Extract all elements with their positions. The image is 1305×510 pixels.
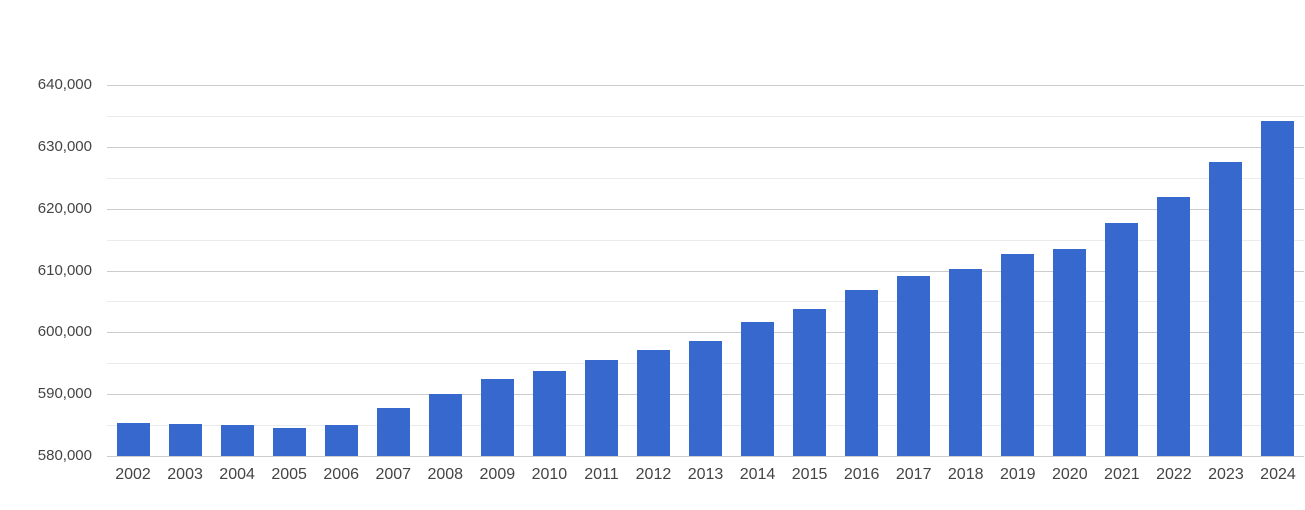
major-gridline: [107, 85, 1304, 86]
bar-2012[interactable]: [636, 350, 670, 456]
x-axis-label-2012: 2012: [635, 466, 672, 483]
x-axis-label-2006: 2006: [323, 466, 359, 483]
x-axis-label-2024: 2024: [1260, 466, 1296, 483]
bar-2006[interactable]: [324, 424, 358, 456]
bar-2024[interactable]: [1261, 121, 1295, 456]
major-gridline: [107, 332, 1304, 333]
x-axis-label-2005: 2005: [271, 466, 307, 483]
x-axis-label-2018: 2018: [947, 466, 984, 483]
y-axis-tick-label: 630,000: [37, 137, 92, 155]
x-axis-label-2014: 2014: [739, 466, 776, 483]
bar-2019[interactable]: [1001, 254, 1035, 456]
bar-2021[interactable]: [1105, 223, 1139, 456]
plot-area: [107, 85, 1304, 457]
x-axis-label-2013: 2013: [687, 466, 724, 483]
bar-2011[interactable]: [584, 359, 618, 456]
y-axis: 580,000 590,000 600,000 610,000 620,000 630,0…: [0, 0, 92, 510]
y-axis-tick-label: 590,000: [37, 385, 92, 403]
x-axis-label-2007: 2007: [375, 466, 412, 483]
y-axis-tick-label: 610,000: [37, 261, 92, 279]
x-axis-label-2009: 2009: [479, 466, 516, 483]
bar-2010[interactable]: [532, 371, 566, 456]
bar-2007[interactable]: [376, 408, 410, 456]
x-axis-label-2002: 2002: [115, 466, 151, 483]
major-gridline: [107, 209, 1304, 210]
y-axis-tick-label: 580,000: [37, 447, 92, 464]
major-gridline: [107, 456, 1304, 457]
x-axis-label-2019: 2019: [999, 466, 1036, 483]
bar-2002[interactable]: [116, 423, 150, 456]
bar-2017[interactable]: [897, 276, 931, 456]
major-gridline: [107, 271, 1304, 272]
bar-2005[interactable]: [272, 427, 306, 456]
x-axis-label-2004: 2004: [219, 466, 255, 483]
x-axis-label-2022: 2022: [1156, 466, 1192, 483]
bar-2013[interactable]: [689, 340, 722, 456]
x-axis-label-2016: 2016: [843, 466, 880, 483]
minor-gridline: [107, 116, 1304, 117]
bar-2023[interactable]: [1209, 162, 1243, 456]
bar-2014[interactable]: [741, 321, 775, 456]
x-axis-label-2003: 2003: [167, 466, 203, 483]
x-axis-label-2023: 2023: [1208, 466, 1244, 483]
bar-2009[interactable]: [480, 378, 514, 456]
x-axis-label-2010: 2010: [531, 466, 568, 483]
bar-2004[interactable]: [220, 425, 254, 456]
x-axis-label-2008: 2008: [427, 466, 464, 483]
bar-2003[interactable]: [168, 424, 202, 456]
major-gridline: [107, 147, 1304, 148]
y-axis-tick-label: 600,000: [37, 323, 92, 341]
x-axis-label-2015: 2015: [791, 466, 828, 483]
bar-2016[interactable]: [845, 290, 879, 456]
minor-gridline: [107, 301, 1304, 302]
x-axis-label-2021: 2021: [1104, 466, 1140, 483]
x-axis-label-2011: 2011: [584, 466, 619, 483]
bar-2015[interactable]: [793, 309, 827, 456]
bar-2008[interactable]: [428, 393, 462, 456]
x-axis-label-2017: 2017: [895, 466, 932, 483]
minor-gridline: [107, 240, 1304, 241]
minor-gridline: [107, 178, 1304, 179]
bar-2018[interactable]: [949, 268, 983, 456]
x-axis-label-2020: 2020: [1052, 466, 1088, 483]
y-axis-tick-label: 640,000: [37, 76, 92, 93]
bar-2022[interactable]: [1157, 197, 1191, 456]
bar-2020[interactable]: [1053, 249, 1087, 456]
y-axis-tick-label: 620,000: [37, 199, 92, 217]
